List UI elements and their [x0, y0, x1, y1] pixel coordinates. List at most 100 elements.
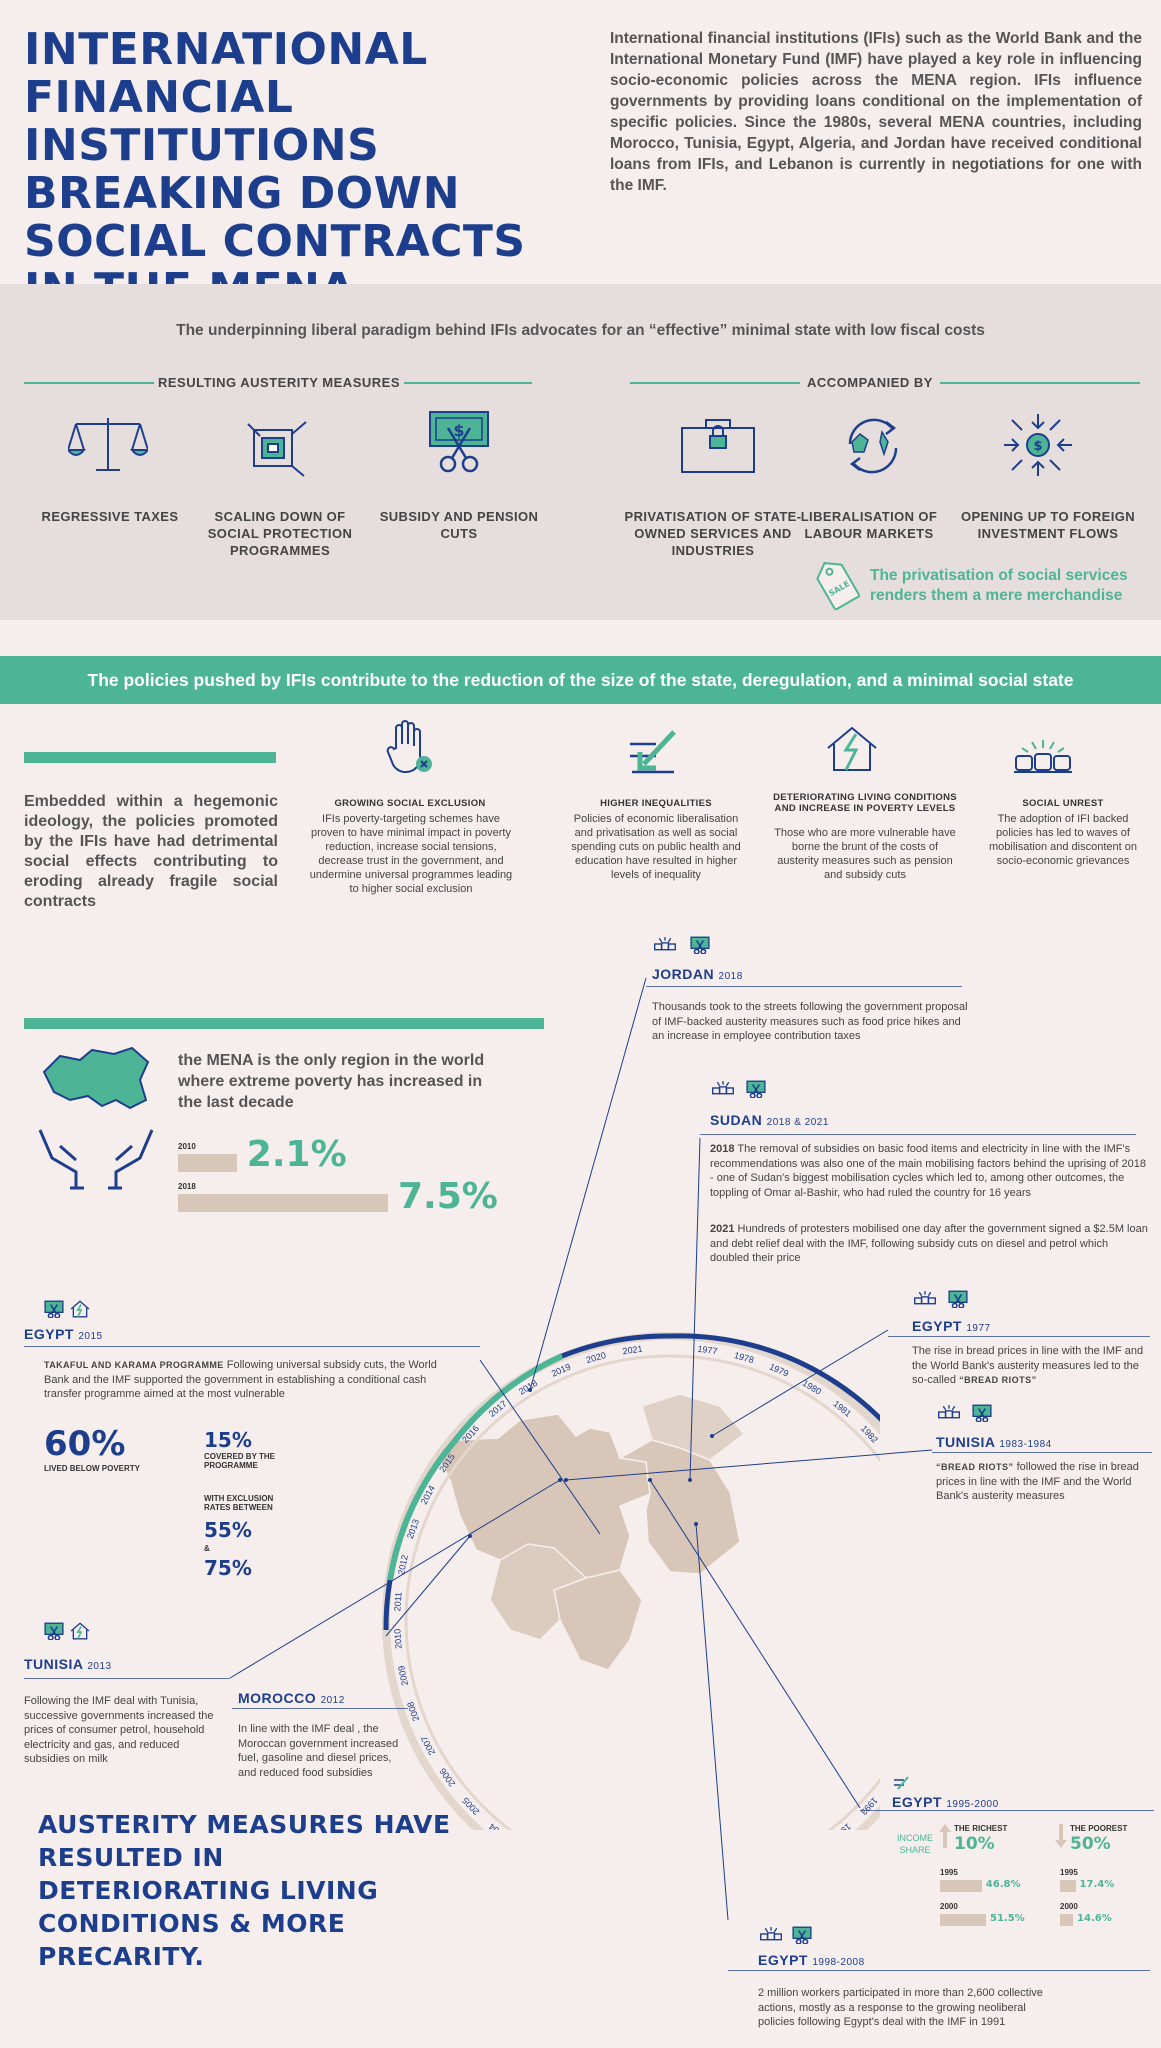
poverty-bar-2018 [178, 1194, 388, 1212]
event-rule [232, 1708, 408, 1709]
event-country: EGYPT 2015 [24, 1326, 103, 1342]
rich-bar-1995 [940, 1880, 982, 1892]
protest-icon [652, 936, 678, 952]
stat-poverty: 60% [44, 1424, 126, 1464]
rich-value-2000: 51.5% [990, 1913, 1025, 1924]
intro-text: International financial institutions (IF… [610, 30, 1142, 194]
event-rule [24, 1346, 480, 1347]
timeline-year-label: 1994 [831, 1821, 853, 1830]
event-text: 2018 The removal of subsidies on basic f… [710, 1143, 1146, 1199]
event-country: SUDAN 2018 & 2021 [710, 1112, 829, 1128]
effect-text: Those who are more vulnerable have borne… [774, 827, 956, 881]
divider [630, 382, 800, 384]
timeline-year-label: 2011 [392, 1592, 403, 1612]
accompanied-label: PRIVATISATION OF STATE-OWNED SERVICES AN… [624, 509, 802, 558]
austerity-label: SUBSIDY AND PENSION CUTS [379, 509, 539, 541]
briefcase-lock-icon [681, 419, 755, 473]
stat-coverage-label: COVERED BY THE PROGRAMME [204, 1452, 275, 1470]
exclusion-label: WITH EXCLUSION RATES BETWEEN [204, 1494, 274, 1512]
exclusion-low: 55% [204, 1518, 252, 1542]
subsidy-cut-icon [44, 1622, 64, 1640]
event-rule [860, 1810, 1154, 1811]
event-text: 2021 Hundreds of protesters mobilised on… [710, 1223, 1148, 1264]
exclusion-high: 75% [204, 1556, 252, 1580]
subsidy-cut-icon [948, 1290, 968, 1308]
poverty-year-2018: 2018 [178, 1182, 196, 1191]
event-rule [888, 1336, 1150, 1337]
arrow-up-icon [939, 1824, 951, 1848]
poor-value-2000: 14.6% [1077, 1913, 1112, 1924]
scales-icon [68, 418, 148, 471]
effects-lead: Embedded within a hegemonic ideology, th… [24, 793, 278, 910]
effect-text: The adoption of IFI backed policies has … [989, 813, 1137, 867]
event-country: JORDAN 2018 [652, 966, 743, 982]
rich-bar-2000 [940, 1914, 986, 1926]
event-country: EGYPT 1995-2000 [892, 1794, 999, 1810]
poor-year: 1995 [1060, 1868, 1078, 1877]
subsidy-cut-icon [44, 1300, 64, 1318]
paradigm-text: The underpinning liberal paradigm behind… [176, 322, 985, 339]
effect-heading: HIGHER INEQUALITIES [600, 798, 712, 809]
conclusion: AUSTERITY MEASURES HAVE RESULTED IN DETE… [38, 1810, 451, 1971]
event-rule [700, 1134, 1136, 1135]
cut-money-icon: $ [429, 411, 489, 473]
poor-bar-1995 [1060, 1880, 1076, 1892]
timeline-wheel: 1977197819791980198119821983198419851986… [382, 1332, 880, 1830]
protest-icon [758, 1926, 784, 1942]
poor-bar-2000 [1060, 1914, 1074, 1926]
shrink-box-icon [247, 421, 307, 477]
event-country: EGYPT 1977 [912, 1318, 991, 1334]
unequal-icon [894, 1776, 909, 1790]
poverty-year-2010: 2010 [178, 1142, 196, 1151]
event-text: Following the IMF deal with Tunisia, suc… [24, 1695, 214, 1765]
exclusion-amp: & [204, 1544, 210, 1553]
rich-year: 1995 [940, 1868, 958, 1877]
living-conditions-icon [70, 1622, 90, 1640]
divider [940, 382, 1140, 384]
event-text: “BREAD RIOTS” followed the rise in bread… [936, 1461, 1139, 1502]
accompanied-label: LIBERALISATION OF LABOUR MARKETS [800, 509, 938, 541]
event-country: EGYPT 1998-2008 [758, 1952, 865, 1968]
event-country: TUNISIA 1983-1984 [936, 1434, 1052, 1450]
divider [404, 382, 532, 384]
page-title: INTERNATIONAL FINANCIAL INSTITUTIONS BRE… [24, 24, 526, 314]
investment-flow-icon: $ [1004, 414, 1072, 476]
effect-heading: DETERIORATING LIVING CONDITIONS AND INCR… [773, 792, 957, 814]
poorest-head: THE POOREST [1070, 1824, 1128, 1833]
poor-year: 2000 [1060, 1902, 1078, 1911]
event-rule [24, 1678, 230, 1679]
poverty-bar-2010 [178, 1154, 237, 1172]
poor-value-1995: 17.4% [1079, 1879, 1115, 1890]
austerity-label: REGRESSIVE TAXES [41, 509, 179, 524]
hand-stop-icon [386, 720, 432, 774]
merchandise-text: The privatisation of social services ren… [870, 567, 1128, 604]
accent-bar [24, 1018, 544, 1029]
subsidy-cut-icon [792, 1926, 812, 1944]
region-in-hands-icon [38, 1046, 154, 1190]
labour-cycle-icon [848, 418, 898, 474]
income-share-label: INCOME SHARE [897, 1833, 933, 1855]
unequal-arrow-icon [630, 730, 676, 774]
paradigm-section [0, 284, 1161, 620]
timeline-year-label: 2021 [622, 1344, 643, 1357]
event-text: In line with the IMF deal , the Moroccan… [238, 1723, 399, 1779]
accompanied-label: OPENING UP TO FOREIGN INVESTMENT FLOWS [960, 509, 1136, 541]
poverty-headline: the MENA is the only region in the world… [178, 1052, 485, 1111]
svg-text:$: $ [453, 421, 464, 440]
richest-head: THE RICHEST [954, 1824, 1008, 1833]
timeline-year-label: 2020 [585, 1350, 607, 1365]
stat-poverty-label: LIVED BELOW POVERTY [44, 1464, 141, 1473]
event-country: TUNISIA 2013 [24, 1656, 112, 1672]
effect-text: IFIs poverty-targeting schemes have prov… [309, 813, 513, 895]
event-text: Thousands took to the streets following … [652, 1001, 968, 1042]
protest-fists-icon [1014, 740, 1072, 773]
timeline-year-label: 1977 [697, 1344, 718, 1357]
event-country: MOROCCO 2012 [238, 1690, 345, 1706]
richest-value: 10% [954, 1834, 995, 1854]
effect-heading: SOCIAL UNREST [1022, 798, 1104, 809]
broken-house-icon [827, 726, 877, 771]
event-text: 2 million workers participated in more t… [758, 1987, 1043, 2028]
effect-text: Policies of economic liberalisation and … [571, 813, 741, 881]
poorest-value: 50% [1070, 1834, 1111, 1854]
timeline-year-label: 2004 [487, 1821, 509, 1830]
